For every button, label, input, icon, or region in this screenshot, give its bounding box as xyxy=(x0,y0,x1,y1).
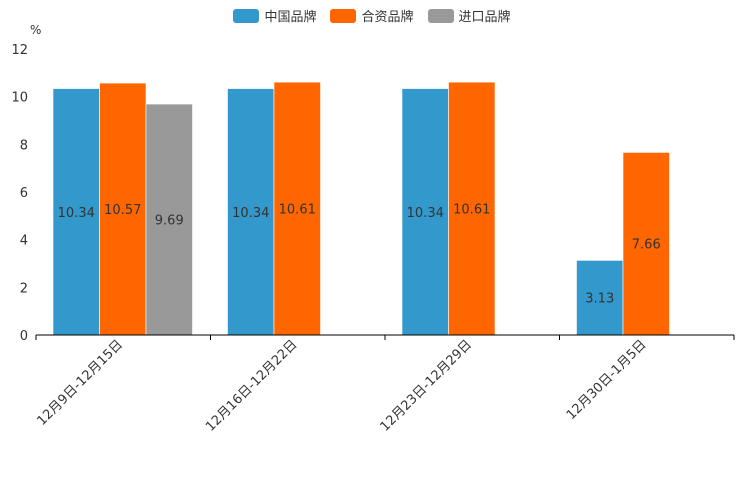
data-label: 10.61 xyxy=(453,203,490,218)
legend-item-jv-brand[interactable]: 合资品牌 xyxy=(330,6,414,25)
y-tick-label: 4 xyxy=(20,234,28,249)
x-axis: 12月9日-12月15日 12月16日-12月22日 12月23日-12月29日 12… xyxy=(34,334,735,435)
legend-swatch-import-brand xyxy=(427,8,454,23)
x-tick-label: 12月9日-12月15日 xyxy=(34,337,126,429)
data-label: 9.69 xyxy=(155,214,184,229)
data-label: 10.34 xyxy=(232,206,269,221)
legend-swatch-jv-brand xyxy=(330,8,357,23)
bar xyxy=(401,88,449,336)
y-tick-label: 8 xyxy=(20,138,28,153)
legend-label-china-brand: 中国品牌 xyxy=(264,10,317,25)
bar xyxy=(273,81,321,336)
bar xyxy=(448,81,496,336)
y-tick-label: 12 xyxy=(11,43,28,58)
data-label: 10.57 xyxy=(104,203,141,218)
x-tick-label: 12月23日-12月29日 xyxy=(378,337,475,434)
legend-label-import-brand: 进口品牌 xyxy=(458,10,511,25)
y-tick-label: 0 xyxy=(20,329,28,344)
x-tick-label: 12月16日-12月22日 xyxy=(203,337,300,434)
x-tick-label: 12月30日-1月5日 xyxy=(564,337,650,423)
data-labels: 10.34 10.57 9.69 10.34 10.61 10.34 10.61 3.13 7.… xyxy=(58,203,661,307)
y-axis-unit-label: % xyxy=(30,23,41,37)
legend: 中国品牌 合资品牌 进口品牌 xyxy=(0,6,744,25)
bar xyxy=(52,88,100,336)
data-label: 3.13 xyxy=(585,292,614,307)
legend-item-china-brand[interactable]: 中国品牌 xyxy=(233,6,316,25)
y-tick-label: 10 xyxy=(11,91,28,106)
data-label: 10.34 xyxy=(407,206,444,221)
y-tick-label: 2 xyxy=(20,281,28,296)
bar xyxy=(576,260,624,336)
y-tick-label: 6 xyxy=(20,186,28,201)
bars xyxy=(52,81,670,336)
y-axis: 0 2 4 6 8 10 12 xyxy=(11,43,28,344)
legend-label-jv-brand: 合资品牌 xyxy=(361,10,414,25)
data-label: 10.34 xyxy=(58,206,95,221)
bar xyxy=(227,88,275,336)
bar xyxy=(99,82,147,336)
data-label: 10.61 xyxy=(279,203,316,218)
legend-swatch-china-brand xyxy=(233,8,260,23)
bar xyxy=(622,152,670,336)
data-label: 7.66 xyxy=(632,238,661,253)
legend-item-import-brand[interactable]: 进口品牌 xyxy=(427,6,511,25)
